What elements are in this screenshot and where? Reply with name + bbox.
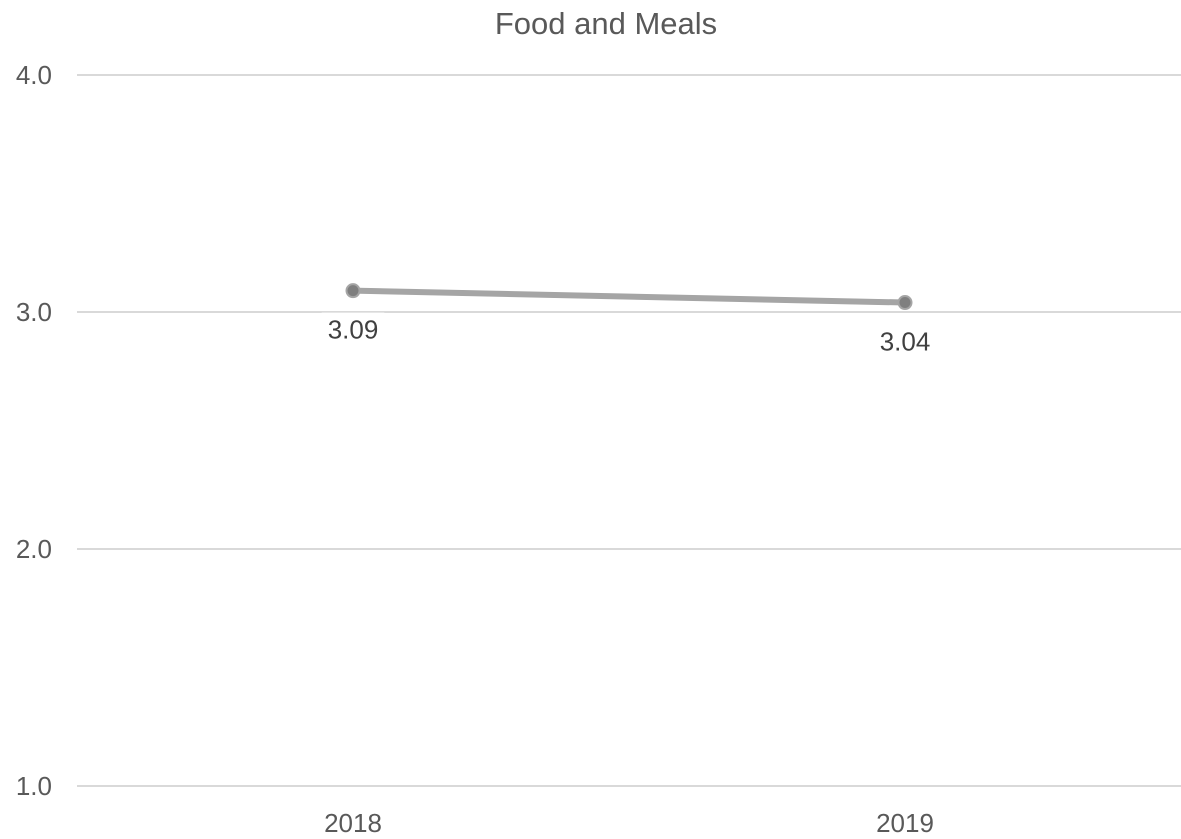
data-label-background bbox=[873, 324, 937, 359]
data-label-background bbox=[321, 312, 385, 347]
y-axis-tick-labels: 1.0 2.0 3.0 4.0 bbox=[16, 60, 52, 801]
data-label: 3.09 bbox=[328, 315, 379, 345]
y-tick-label: 4.0 bbox=[16, 60, 52, 90]
series-layer bbox=[345, 283, 913, 311]
x-tick-label: 2019 bbox=[876, 808, 934, 838]
series-line bbox=[350, 287, 908, 306]
chart-title: Food and Meals bbox=[495, 6, 717, 41]
data-point bbox=[345, 283, 361, 299]
data-point bbox=[897, 295, 913, 311]
y-tick-label: 1.0 bbox=[16, 771, 52, 801]
x-axis-tick-labels: 2018 2019 bbox=[324, 808, 934, 838]
y-tick-label: 3.0 bbox=[16, 297, 52, 327]
x-tick-label: 2018 bbox=[324, 808, 382, 838]
gridlines bbox=[77, 74, 1181, 787]
data-label: 3.04 bbox=[880, 327, 931, 357]
y-tick-label: 2.0 bbox=[16, 534, 52, 564]
data-labels: 3.09 3.04 bbox=[321, 312, 937, 359]
